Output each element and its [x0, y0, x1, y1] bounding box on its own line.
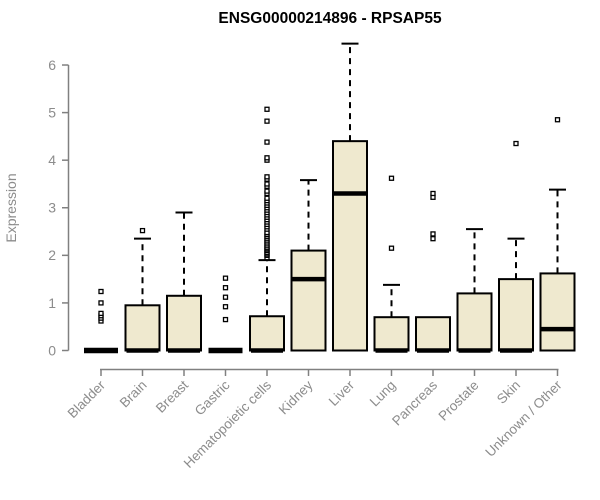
y-tick-label: 1 [48, 295, 56, 311]
box-group-bladder [84, 288, 118, 354]
x-tick-label: Skin [494, 378, 523, 407]
y-tick-label: 5 [48, 105, 56, 121]
outlier-point [264, 139, 270, 145]
outlier-point [264, 195, 270, 201]
outlier-point [98, 288, 104, 295]
box-group-brain [124, 227, 161, 353]
box-group-gastric [208, 275, 243, 354]
box-group-skin [498, 140, 534, 353]
x-tick-label: Breast [153, 377, 191, 415]
outlier-point [222, 294, 229, 300]
box-group-liver [332, 42, 368, 352]
y-tick-label: 2 [48, 247, 56, 263]
x-tick-label: Bladder [65, 377, 109, 421]
outlier-point [264, 155, 270, 161]
outlier-point [554, 117, 561, 123]
outlier-point [430, 236, 436, 242]
outlier-point [98, 300, 104, 306]
iqr-box [290, 249, 327, 352]
outlier-point [430, 231, 436, 237]
x-tick-label: Pancreas [389, 377, 440, 428]
collapsed-box [84, 347, 118, 354]
x-tick-label: Unknown / Other [482, 377, 565, 460]
chart-title: ENSG00000214896 - RPSAP55 [218, 10, 442, 27]
outlier-point [264, 118, 270, 124]
outlier-point [222, 304, 229, 310]
outlier-point [513, 140, 519, 147]
box-group-prostate [456, 228, 493, 353]
y-tick-label: 6 [48, 57, 56, 73]
outlier-point [139, 227, 146, 234]
y-tick-label: 3 [48, 200, 56, 216]
box-group-kidney [290, 179, 327, 352]
boxes-layer [84, 42, 576, 354]
y-tick-label: 0 [48, 342, 56, 358]
x-tick-label: Kidney [276, 377, 316, 417]
outlier-point [222, 316, 229, 323]
outlier-point [98, 310, 104, 317]
collapsed-box [208, 347, 243, 354]
outlier-point [222, 275, 229, 281]
outlier-point [264, 181, 270, 187]
box-group-breast [166, 211, 202, 353]
y-axis-title: Expression [3, 173, 19, 242]
outlier-point [264, 188, 270, 194]
x-tick-label: Brain [117, 378, 150, 411]
iqr-box [456, 292, 493, 352]
outlier-point [264, 106, 270, 112]
iqr-box [124, 304, 161, 352]
x-tick-label: Gastric [192, 377, 233, 418]
outlier-point [388, 175, 395, 181]
iqr-box [332, 140, 368, 352]
box-group-lung [373, 175, 410, 353]
x-tick-label: Lung [367, 378, 399, 410]
box-group-unknown-other [539, 117, 576, 352]
outlier-point [222, 285, 229, 291]
iqr-box [249, 315, 285, 352]
iqr-box [539, 272, 576, 352]
outlier-point [264, 174, 270, 180]
iqr-box [166, 294, 202, 352]
iqr-box [498, 278, 534, 352]
box-group-pancreas [415, 190, 451, 353]
outlier-point [430, 190, 436, 197]
x-tick-label: Prostate [435, 378, 481, 424]
iqr-box [373, 316, 410, 352]
outlier-point [388, 245, 395, 251]
iqr-box [415, 316, 451, 352]
box-group-hematopoietic-cells [249, 106, 285, 353]
x-tick-label: Liver [326, 377, 358, 409]
y-tick-label: 4 [48, 152, 56, 168]
